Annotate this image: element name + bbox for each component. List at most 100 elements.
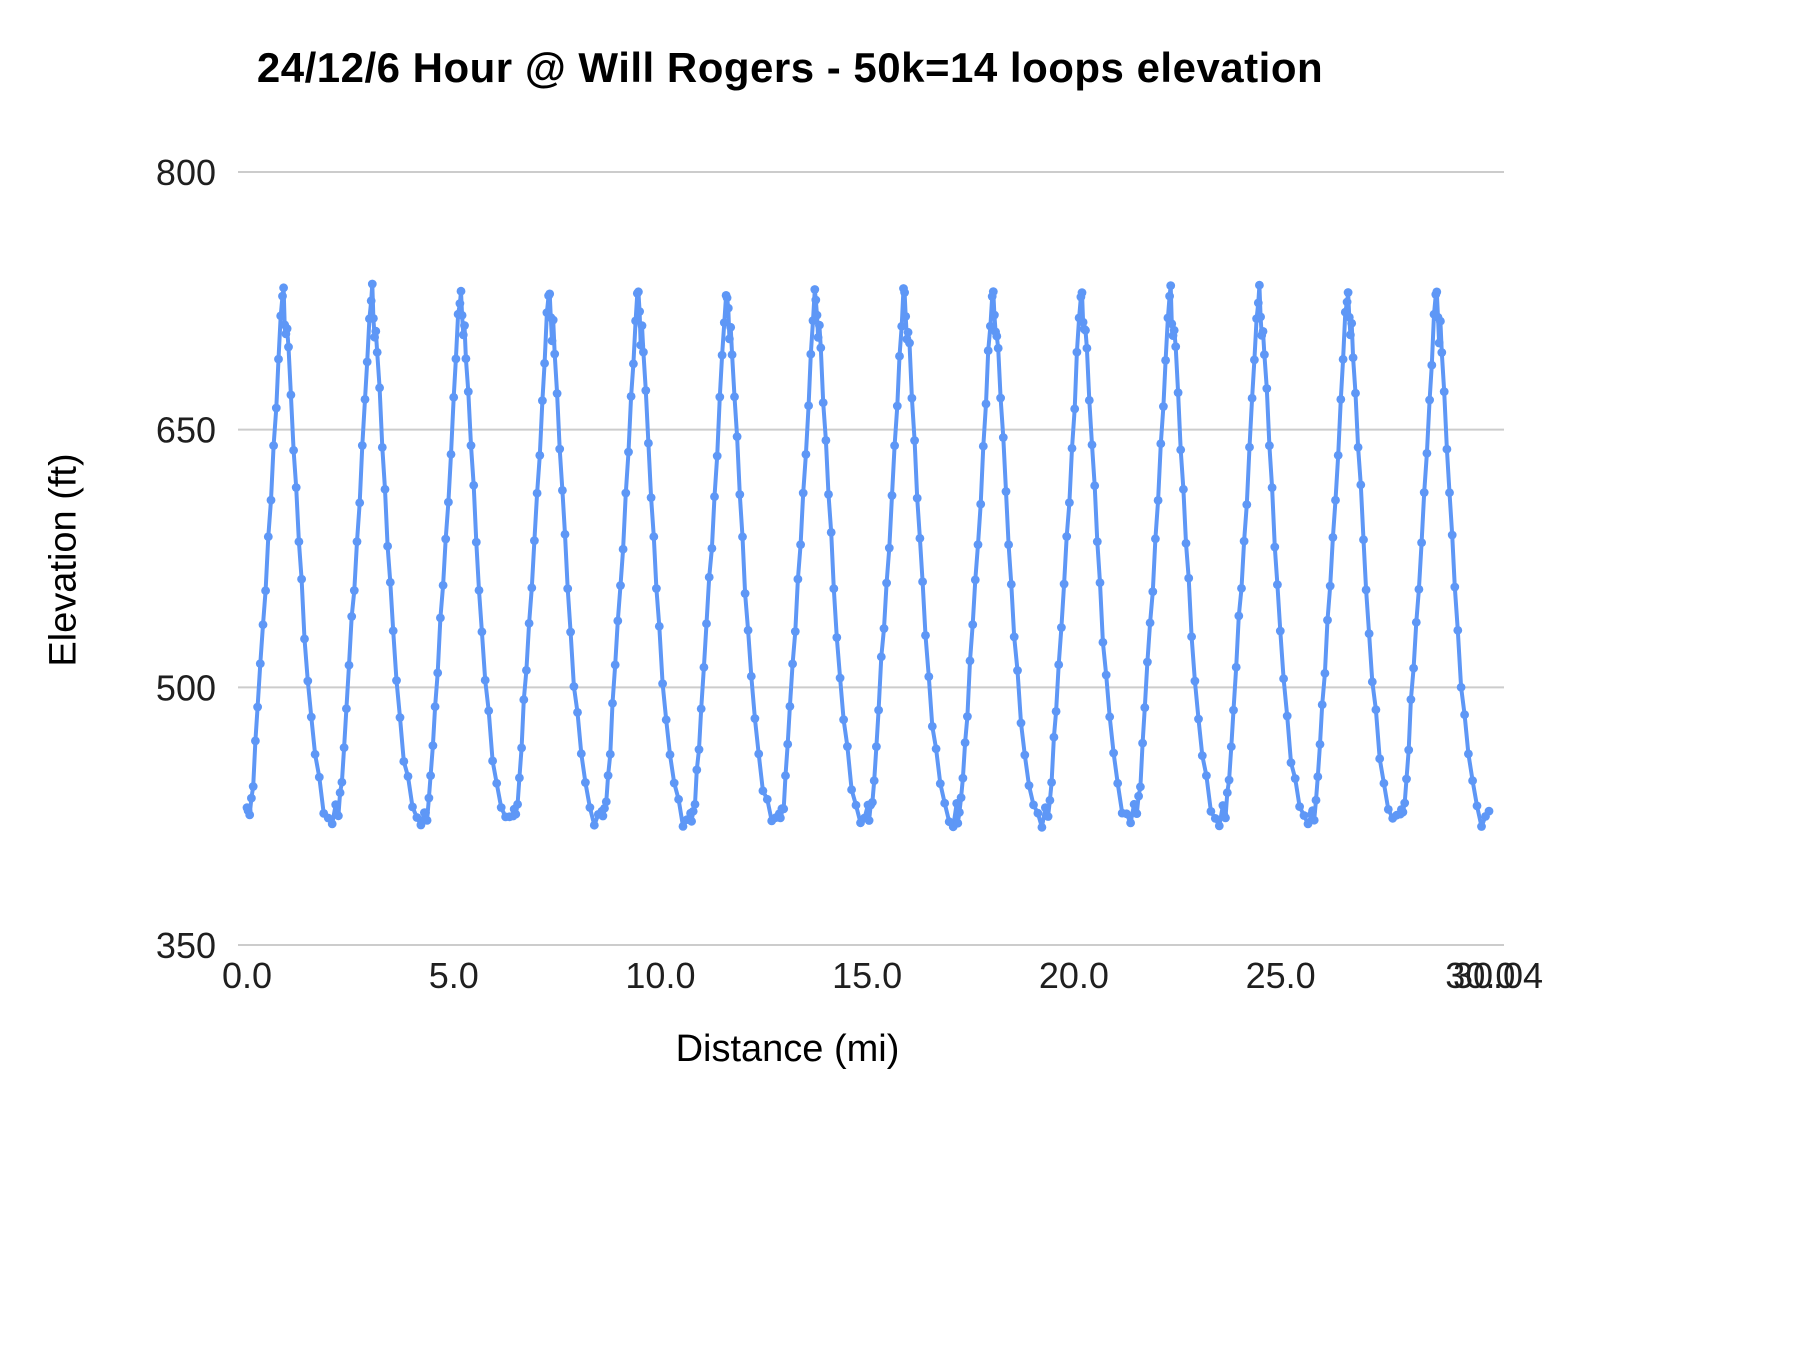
data-point: [895, 351, 904, 361]
data-point: [458, 330, 468, 340]
data-point: [1375, 754, 1385, 764]
data-point: [444, 497, 453, 507]
data-point: [758, 786, 768, 796]
data-point: [864, 816, 874, 825]
data-point: [1267, 483, 1277, 492]
data-point: [388, 626, 398, 636]
data-point: [1456, 682, 1466, 692]
data-point: [762, 794, 772, 804]
data-point: [360, 395, 370, 404]
data-point: [912, 493, 922, 503]
data-point: [1411, 617, 1421, 627]
data-point: [1173, 388, 1183, 397]
data-point: [1210, 814, 1220, 823]
data-point: [958, 773, 968, 783]
data-point: [1098, 637, 1108, 647]
data-point: [474, 585, 484, 595]
data-point: [687, 816, 696, 826]
x-tick-label: 10.0: [625, 955, 695, 996]
data-point: [1176, 445, 1186, 455]
data-point: [1311, 795, 1321, 805]
data-point: [362, 357, 372, 367]
data-point: [1453, 625, 1463, 635]
data-point: [907, 393, 917, 403]
data-point: [621, 488, 631, 498]
data-point: [796, 540, 805, 549]
data-point: [1282, 711, 1292, 721]
data-point: [988, 287, 998, 296]
data-point: [901, 312, 911, 321]
data-point: [1359, 535, 1368, 545]
data-point: [1270, 542, 1280, 552]
data-point: [798, 488, 808, 498]
data-point: [1072, 347, 1082, 357]
data-point: [1464, 749, 1473, 759]
data-point: [1057, 623, 1066, 632]
data-point: [1226, 742, 1236, 752]
data-point: [310, 749, 320, 759]
data-point: [960, 738, 970, 747]
data-point: [639, 347, 648, 357]
data-point: [821, 436, 831, 445]
data-point: [589, 820, 599, 830]
data-point: [1439, 387, 1449, 396]
data-point: [289, 445, 298, 455]
data-point: [371, 326, 381, 336]
data-point: [1092, 537, 1102, 546]
data-point: [1001, 487, 1011, 496]
data-point: [1404, 745, 1414, 755]
data-point: [535, 451, 545, 460]
data-point: [746, 671, 756, 681]
data-point: [488, 756, 497, 766]
data-point: [1041, 803, 1050, 812]
data-point: [608, 698, 617, 708]
data-point: [1218, 801, 1228, 810]
data-point: [1279, 674, 1288, 684]
data-point: [921, 631, 930, 640]
y-tick-label: 350: [156, 925, 216, 966]
data-point: [1045, 795, 1055, 805]
data-point: [1062, 532, 1072, 541]
data-point: [710, 492, 719, 502]
data-point: [1122, 809, 1131, 819]
data-point: [1129, 799, 1139, 809]
data-point: [637, 321, 647, 330]
data-point: [1179, 484, 1188, 494]
data-point: [282, 324, 292, 333]
data-point: [641, 386, 651, 395]
data-point: [408, 802, 417, 812]
data-point: [843, 742, 852, 751]
data-point: [735, 490, 745, 499]
data-point: [334, 811, 343, 821]
data-point: [818, 398, 828, 408]
data-point: [725, 334, 734, 344]
data-point: [1260, 350, 1269, 359]
data-point: [527, 583, 537, 593]
data-point: [688, 806, 698, 816]
data-point: [517, 743, 526, 753]
data-point: [707, 544, 717, 553]
data-point: [1323, 615, 1332, 625]
data-point: [286, 390, 296, 400]
data-point: [1317, 700, 1327, 710]
data-point: [981, 399, 991, 409]
data-point: [669, 778, 679, 788]
data-point: [392, 676, 401, 685]
data-point: [1084, 395, 1094, 405]
data-point: [1166, 281, 1176, 290]
data-point: [1295, 802, 1304, 811]
data-point: [726, 322, 736, 332]
data-point: [658, 679, 667, 688]
data-point: [1402, 774, 1411, 784]
x-tick-label: 20.0: [1039, 955, 1109, 996]
data-point: [1342, 297, 1352, 307]
data-point: [1346, 330, 1355, 340]
data-point: [976, 499, 986, 509]
data-point: [366, 296, 376, 306]
data-point: [1477, 822, 1486, 831]
data-point: [1013, 666, 1022, 675]
data-point: [335, 788, 345, 798]
data-point: [276, 311, 286, 321]
data-point: [1450, 582, 1460, 592]
data-point: [811, 295, 821, 305]
